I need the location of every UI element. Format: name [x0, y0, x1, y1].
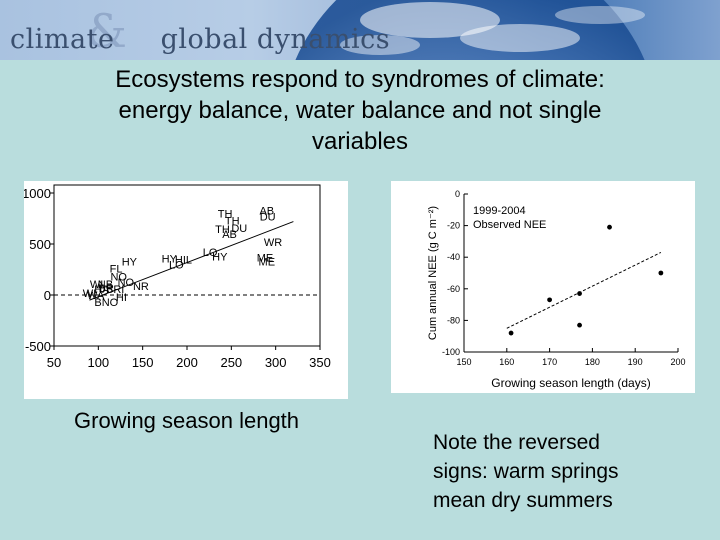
chart-title-period: 1999-2004	[473, 205, 526, 217]
site-point-label: WA	[87, 290, 105, 302]
site-point-label: WI	[83, 288, 96, 300]
y-tick-label: 500	[29, 237, 51, 252]
note-line-1: Note the reversed	[433, 431, 600, 454]
earth-globe-image	[295, 0, 645, 60]
x-tick-label: 180	[585, 357, 600, 367]
x-tick-label: 50	[47, 355, 61, 370]
site-point-label: HI	[116, 292, 127, 304]
site-point-label: BNO	[94, 297, 118, 309]
site-point-label: HY	[122, 256, 138, 268]
page-title: Ecosystems respond to syndromes of clima…	[40, 64, 680, 157]
site-point-label: WR	[264, 237, 282, 249]
title-line-1: Ecosystems respond to syndromes of clima…	[115, 66, 605, 93]
x-tick-label: 350	[309, 355, 331, 370]
data-point	[547, 297, 552, 303]
data-point	[508, 330, 514, 336]
site-point-label: TH	[215, 224, 230, 236]
left-scatter-plot: -500 0 500 1000 50 100 150 200 250 300 350 TH TH TH AB…	[22, 181, 348, 399]
y-tick-label: -60	[447, 284, 460, 294]
x-tick-label: 200	[670, 357, 685, 367]
title-line-3: variables	[311, 128, 409, 155]
site-point-label: NO	[118, 277, 135, 289]
x-tick-label: 200	[176, 355, 198, 370]
trend-line	[89, 221, 294, 301]
y-tick-label: -20	[447, 221, 460, 231]
y-tick-label: 1000	[24, 186, 51, 201]
data-point	[577, 322, 582, 328]
y-tick-label: -100	[442, 347, 460, 357]
site-point-label: NB	[98, 279, 113, 291]
x-tick-label: 250	[220, 355, 242, 370]
site-point-label: HY	[212, 251, 228, 263]
banner-ampersand: &	[86, 4, 127, 58]
note-line-3: mean dry summers	[433, 489, 613, 512]
x-tick-label: 160	[499, 357, 514, 367]
site-point-label: ME	[259, 256, 276, 268]
x-axis-label: Growing season length (days)	[491, 376, 650, 390]
trend-line	[506, 252, 662, 329]
site-point-label: DU	[231, 223, 247, 235]
data-point	[577, 291, 582, 296]
right-scatter-plot: 0 -20 -40 -60 -80 -100 150 160 170 180 190 200 1999-…	[391, 181, 695, 393]
banner-logo-text: climate global dynamics	[10, 24, 390, 55]
site-point-label: HY	[162, 253, 178, 265]
note-text: Note the reversed signs: warm springs me…	[433, 428, 703, 515]
site-point-label: LO	[169, 259, 184, 271]
site-point-label: LO	[203, 247, 218, 259]
y-tick-label: 0	[455, 189, 460, 199]
site-point-label: NO	[110, 272, 127, 284]
x-tick-label: 150	[132, 355, 154, 370]
site-point-label: BR	[99, 283, 114, 295]
left-chart-x-axis-label: Growing season length	[74, 408, 300, 433]
x-tick-label: 150	[456, 357, 471, 367]
y-tick-label: -80	[447, 315, 460, 325]
x-tick-label: 300	[265, 355, 287, 370]
note-line-2: signs: warm springs	[433, 460, 619, 483]
y-tick-label: -40	[447, 252, 460, 262]
x-tick-label: 170	[542, 357, 557, 367]
y-tick-label: -500	[25, 339, 51, 354]
title-line-2: energy balance, water balance and not si…	[118, 97, 602, 124]
header-banner: & climate global dynamics	[0, 0, 720, 60]
banner-word-global-dynamics: global dynamics	[160, 24, 391, 55]
site-point-label: DU	[260, 212, 276, 224]
site-point-label: BRI	[106, 284, 124, 296]
x-tick-label: 100	[87, 355, 109, 370]
site-point-label: NR	[133, 281, 149, 293]
site-point-label: ME	[257, 252, 274, 264]
data-point	[658, 270, 664, 276]
y-tick-label: 0	[44, 288, 51, 303]
site-point-label: HA	[94, 284, 110, 296]
data-point	[607, 224, 612, 230]
y-axis-label: Cum annual NEE (g C m⁻²)	[427, 206, 439, 340]
chart-title-text: Observed NEE	[473, 219, 546, 231]
x-tick-label: 190	[628, 357, 643, 367]
site-point-label: WI	[90, 279, 103, 291]
banner-word-climate: climate	[10, 24, 115, 55]
site-point-label: AB	[222, 229, 237, 241]
site-point-label: TH	[225, 216, 240, 228]
site-point-label: HIL	[175, 254, 192, 266]
site-point-label: FL	[110, 264, 123, 276]
site-point-label: TH	[218, 208, 233, 220]
site-point-label: AB	[259, 205, 274, 217]
